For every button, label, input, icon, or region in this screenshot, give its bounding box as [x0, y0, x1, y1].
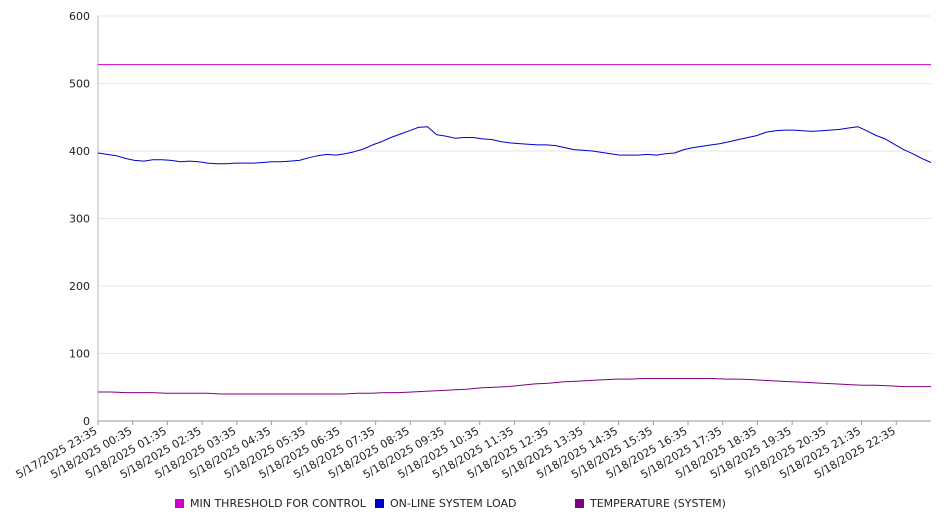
series-line-1	[97, 126, 932, 165]
legend-label-threshold: MIN THRESHOLD FOR CONTROL	[190, 497, 366, 510]
legend-item-system-load[interactable]: ON-LINE SYSTEM LOAD	[375, 497, 516, 510]
y-tick-label: 100	[69, 348, 90, 361]
y-tick-label: 200	[69, 280, 90, 293]
legend-swatch-system-load	[375, 499, 384, 508]
legend-swatch-temperature	[575, 499, 584, 508]
series-line-2	[98, 378, 931, 395]
y-tick-label: 0	[83, 415, 90, 428]
legend-item-temperature[interactable]: TEMPERATURE (SYSTEM)	[575, 497, 726, 510]
y-tick-label: 600	[69, 10, 90, 23]
line-chart: 0 100 200 300 400 500 600 5/17/2025 23:355/18/…	[14, 10, 932, 481]
legend-swatch-threshold	[175, 499, 184, 508]
legend-label-temperature: TEMPERATURE (SYSTEM)	[590, 497, 726, 510]
legend: MIN THRESHOLD FOR CONTROL ON-LINE SYSTEM…	[0, 497, 946, 517]
y-tick-label: 400	[69, 145, 90, 158]
series-lines	[97, 64, 932, 395]
y-axis-ticks: 0 100 200 300 400 500 600	[69, 10, 90, 428]
y-tick-label: 500	[69, 78, 90, 91]
x-axis-ticks: 5/17/2025 23:355/18/2025 00:355/18/2025 …	[14, 421, 898, 481]
grid-lines	[98, 15, 931, 354]
legend-item-threshold[interactable]: MIN THRESHOLD FOR CONTROL	[175, 497, 366, 510]
y-tick-label: 300	[69, 213, 90, 226]
legend-label-system-load: ON-LINE SYSTEM LOAD	[390, 497, 517, 510]
